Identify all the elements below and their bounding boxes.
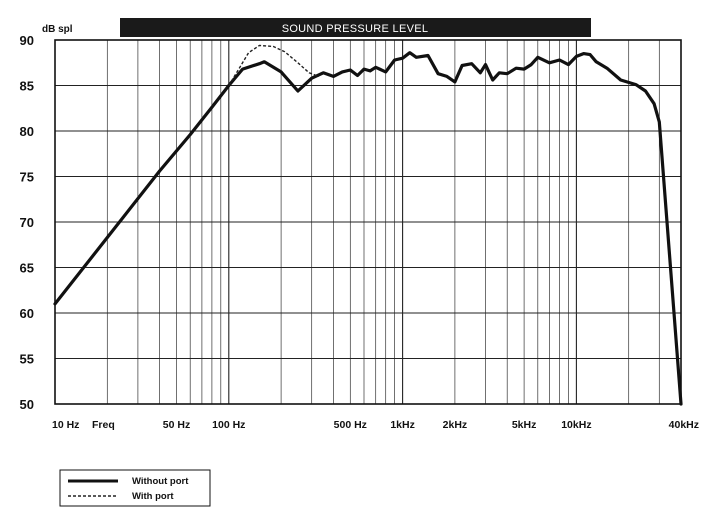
legend-label-without-port: Without port bbox=[132, 476, 189, 487]
x-tick-labels: 10 Hz 50 Hz 100 Hz 500 Hz 1kHz 2kHz 5kHz 10kHz 4… bbox=[52, 419, 699, 431]
x-tick-label: 50 Hz bbox=[163, 419, 190, 431]
y-tick-label: 60 bbox=[20, 306, 34, 321]
y-tick-label: 85 bbox=[20, 79, 34, 94]
x-tick-label: 40kHz bbox=[669, 419, 699, 431]
y-tick-label: 80 bbox=[20, 124, 34, 139]
x-tick-label: 100 Hz bbox=[212, 419, 245, 431]
y-tick-label: 65 bbox=[20, 261, 34, 276]
plot-frame bbox=[54, 39, 682, 405]
y-tick-label: 90 bbox=[20, 33, 34, 48]
x-tick-label: 10 Hz bbox=[52, 419, 79, 431]
y-tick-label: 75 bbox=[20, 170, 34, 185]
x-axis-freq-label: Freq bbox=[92, 419, 115, 431]
y-tick-labels: 50 55 60 65 70 75 80 85 90 bbox=[20, 33, 34, 412]
y-tick-label: 70 bbox=[20, 215, 34, 230]
legend-label-with-port: With port bbox=[132, 491, 174, 502]
grid bbox=[55, 40, 681, 404]
y-tick-label: 55 bbox=[20, 352, 34, 367]
x-tick-label: 1kHz bbox=[390, 419, 415, 431]
legend: Without port With port bbox=[59, 469, 211, 507]
series-line-with-port bbox=[228, 44, 320, 86]
chart-title: SOUND PRESSURE LEVEL bbox=[282, 23, 429, 35]
x-tick-label: 2kHz bbox=[443, 419, 468, 431]
y-axis-unit-label: dB spl bbox=[42, 24, 73, 35]
chart-title-bar bbox=[120, 18, 591, 37]
y-tick-label: 50 bbox=[20, 397, 34, 412]
series-line-without-port bbox=[53, 51, 683, 406]
x-tick-label: 5kHz bbox=[512, 419, 537, 431]
x-tick-label: 500 Hz bbox=[334, 419, 367, 431]
series-group bbox=[53, 44, 683, 406]
legend-box bbox=[59, 469, 211, 507]
x-tick-label: 10kHz bbox=[561, 419, 591, 431]
